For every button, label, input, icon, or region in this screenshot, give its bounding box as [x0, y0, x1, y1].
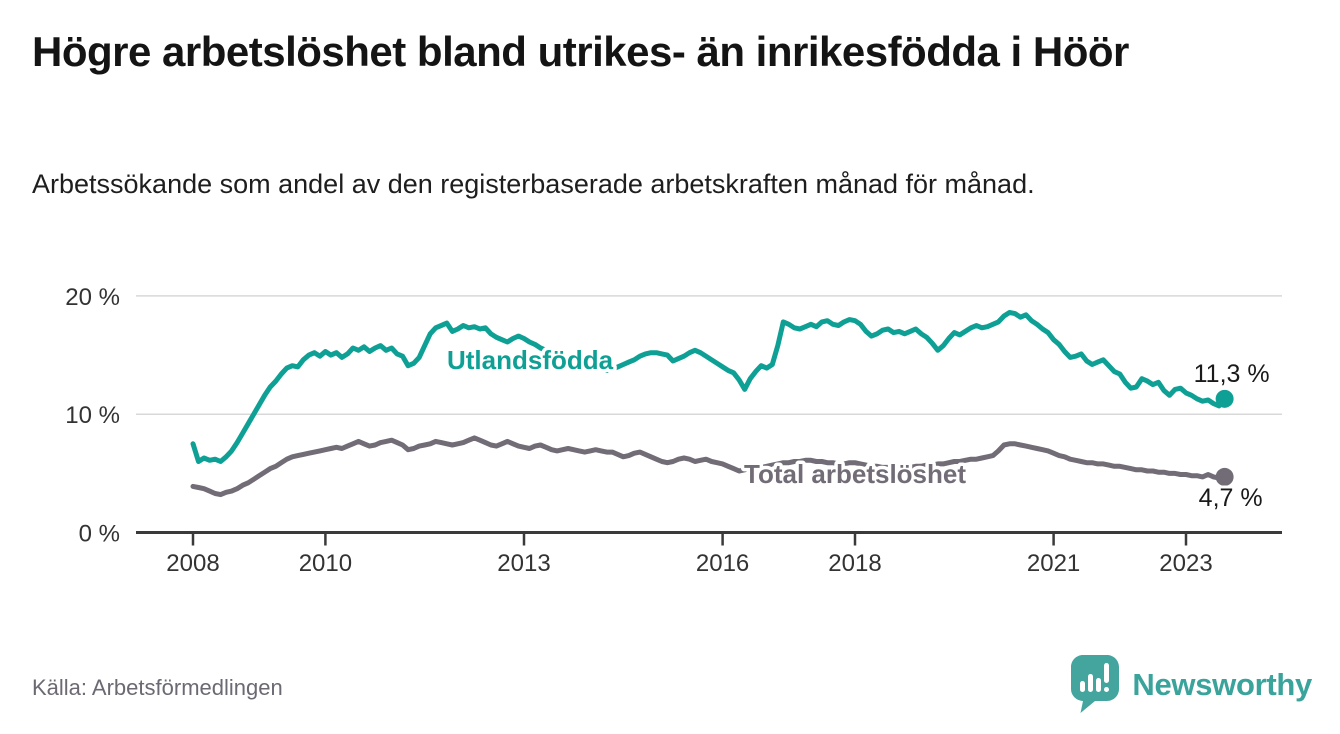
y-axis-tick-label: 20 % [65, 284, 120, 311]
x-axis-tick-label: 2023 [1159, 550, 1212, 577]
series-inline-label: Total arbetslöshet [744, 459, 966, 489]
series-end-dot [1215, 389, 1234, 408]
y-axis-tick-label: 0 % [79, 521, 120, 548]
newsworthy-logo[interactable]: Newsworthy [1071, 655, 1312, 714]
x-axis-tick-label: 2010 [299, 550, 352, 577]
x-axis-tick-label: 2018 [828, 550, 881, 577]
end-value-annotation: 11,3 % [1194, 360, 1270, 388]
series-line-utlandsfodda [190, 310, 1228, 464]
end-value-annotation: 4,7 % [1199, 484, 1263, 512]
chart-subtitle: Arbetssökande som andel av den registerb… [32, 169, 1035, 199]
x-axis-tick-label: 2013 [497, 550, 550, 577]
series-end-dot [1215, 467, 1234, 486]
x-axis-tick-label: 2008 [166, 550, 219, 577]
chart-title: Högre arbetslöshet bland utrikes- än inr… [32, 28, 1129, 75]
bar-chart-speech-bubble-icon [1071, 655, 1120, 713]
y-axis-tick-label: 10 % [65, 402, 120, 429]
x-axis-tick-label: 2016 [696, 550, 749, 577]
source-note: Källa: Arbetsförmedlingen [32, 675, 283, 700]
x-axis-tick-label: 2021 [1027, 550, 1080, 577]
newsworthy-wordmark: Newsworthy [1132, 666, 1312, 702]
series-line-total [190, 435, 1228, 498]
series-inline-label: Utlandsfödda [447, 345, 614, 375]
